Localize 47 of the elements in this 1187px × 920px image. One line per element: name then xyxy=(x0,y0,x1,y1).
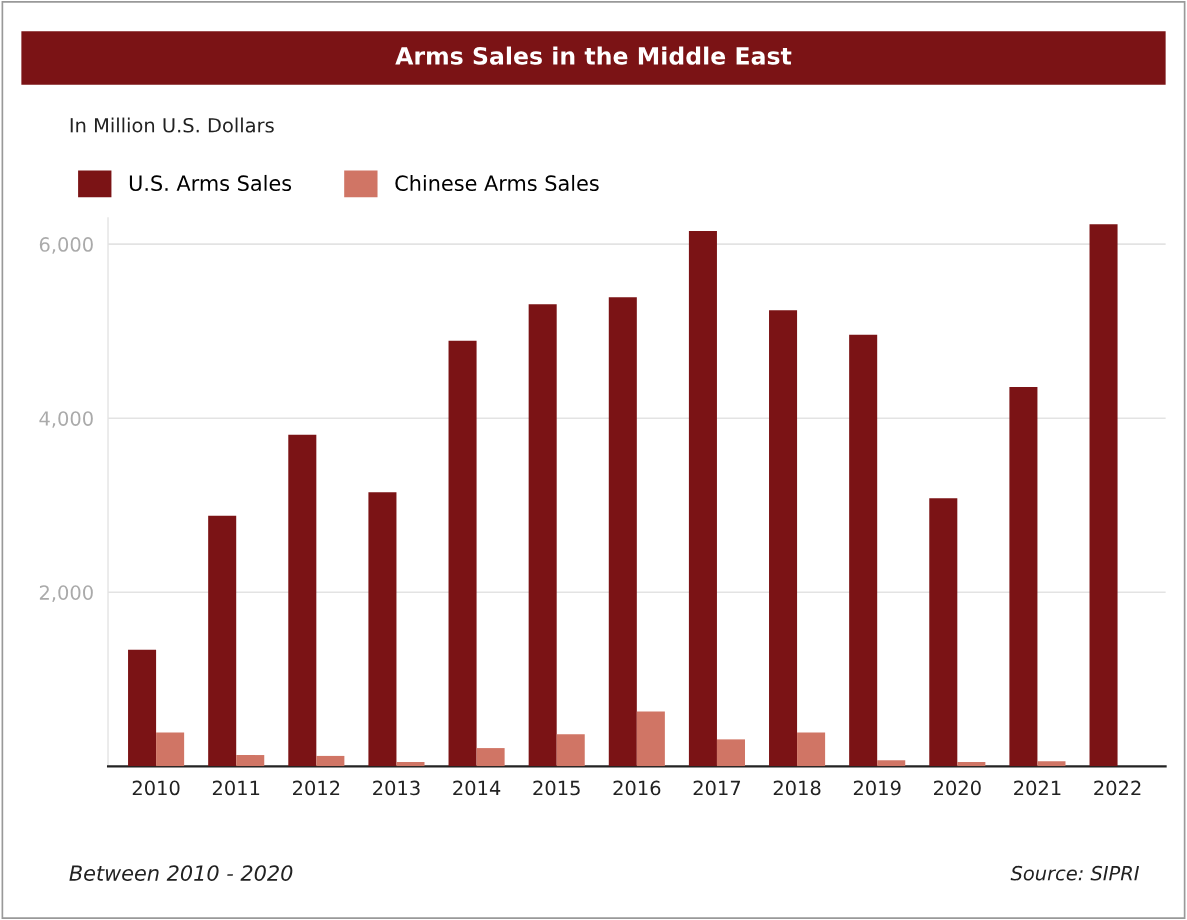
bar xyxy=(208,515,237,767)
x-tick-label: 2017 xyxy=(693,780,741,796)
bar xyxy=(797,732,826,767)
bar xyxy=(929,498,958,767)
x-tick-label: 2012 xyxy=(293,780,340,796)
bar xyxy=(156,732,185,767)
y-tick-label: 2,000 xyxy=(39,585,93,602)
bar xyxy=(396,762,425,767)
bar xyxy=(716,739,745,767)
bar xyxy=(769,310,798,767)
x-tick-label: 2013 xyxy=(373,780,420,796)
bar xyxy=(688,231,717,767)
bar xyxy=(957,762,986,767)
bar xyxy=(877,760,906,767)
x-tick-label: 2011 xyxy=(212,780,260,796)
bar xyxy=(128,649,157,767)
bar xyxy=(368,492,397,767)
bar xyxy=(1037,761,1066,767)
bar xyxy=(636,711,665,767)
x-tick-label: 2016 xyxy=(613,780,661,796)
bar xyxy=(1009,386,1038,767)
x-tick-label: 2021 xyxy=(1014,780,1061,796)
source-note: Source: SIPRI xyxy=(1010,865,1139,881)
bar xyxy=(608,297,637,767)
bar xyxy=(316,755,345,767)
y-axis-title: In Million U.S. Dollars xyxy=(70,117,274,133)
x-tick-label: 2018 xyxy=(773,780,821,796)
legend-label: U.S. Arms Sales xyxy=(129,174,292,192)
x-tick-label: 2010 xyxy=(132,780,180,796)
x-tick-label: 2019 xyxy=(853,780,901,796)
y-tick-label: 4,000 xyxy=(39,411,93,428)
bar xyxy=(288,434,317,767)
bar xyxy=(236,755,265,767)
x-tick-label: 2022 xyxy=(1094,780,1141,796)
legend-label: Chinese Arms Sales xyxy=(395,174,599,192)
bar xyxy=(556,734,585,767)
bar xyxy=(528,304,557,767)
bar xyxy=(1089,224,1118,767)
x-tick-label: 2020 xyxy=(934,780,981,796)
chart-title: Arms Sales in the Middle East xyxy=(395,46,792,65)
bar xyxy=(448,340,477,767)
x-tick-label: 2014 xyxy=(453,780,501,796)
bar xyxy=(476,748,505,767)
x-tick-label: 2015 xyxy=(533,780,580,796)
text: Between 2010 - 2020 xyxy=(69,865,293,881)
bar xyxy=(849,334,878,767)
y-tick-label: 6,000 xyxy=(39,237,93,254)
